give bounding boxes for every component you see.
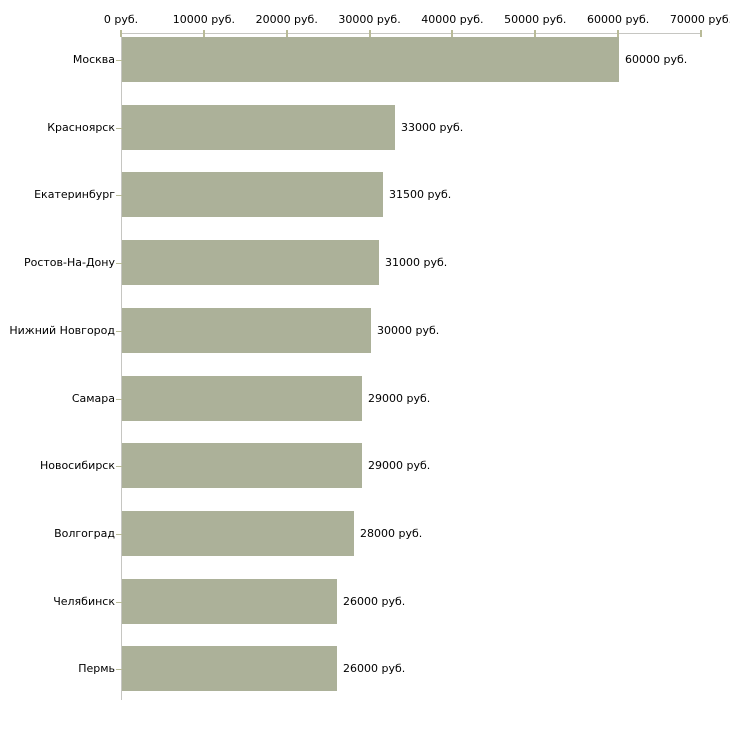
x-axis-tick: [700, 30, 702, 37]
x-axis-tick: [120, 30, 122, 37]
x-axis-tick-label: 30000 руб.: [338, 13, 401, 26]
value-label: 31500 руб.: [389, 188, 452, 201]
value-label: 33000 руб.: [401, 121, 464, 134]
bar: [122, 105, 395, 150]
y-axis-tick: [116, 534, 122, 535]
y-axis-tick: [116, 669, 122, 670]
y-axis-tick: [116, 466, 122, 467]
y-axis-tick: [116, 331, 122, 332]
x-axis-tick-label: 10000 руб.: [172, 13, 235, 26]
x-axis-tick-label: 50000 руб.: [504, 13, 567, 26]
value-label: 29000 руб.: [368, 459, 431, 472]
y-axis-tick: [116, 263, 122, 264]
category-label: Волгоград: [54, 527, 115, 540]
x-axis-tick-label: 0 руб.: [103, 13, 139, 26]
bar: [122, 579, 337, 624]
x-axis-tick-label: 60000 руб.: [587, 13, 650, 26]
value-label: 29000 руб.: [368, 392, 431, 405]
x-axis-tick-label: 40000 руб.: [421, 13, 484, 26]
category-label: Самара: [71, 392, 115, 405]
y-axis-line: [121, 33, 122, 700]
value-label: 31000 руб.: [385, 256, 448, 269]
bar: [122, 376, 362, 421]
y-axis-tick: [116, 60, 122, 61]
x-axis-tick: [617, 30, 619, 37]
value-label: 28000 руб.: [360, 527, 423, 540]
category-label: Нижний Новгород: [9, 324, 115, 337]
value-label: 26000 руб.: [343, 595, 406, 608]
category-label: Новосибирск: [39, 459, 115, 472]
x-axis-tick: [534, 30, 536, 37]
bar: [122, 443, 362, 488]
y-axis-tick: [116, 602, 122, 603]
bar: [122, 646, 337, 691]
bar: [122, 172, 383, 217]
bar: [122, 240, 379, 285]
y-axis-tick: [116, 195, 122, 196]
y-axis-tick: [116, 399, 122, 400]
x-axis-tick: [451, 30, 453, 37]
category-label: Москва: [72, 53, 115, 66]
category-label: Красноярск: [47, 121, 115, 134]
value-label: 26000 руб.: [343, 662, 406, 675]
bar: [122, 308, 371, 353]
value-label: 60000 руб.: [625, 53, 688, 66]
x-axis-tick-label: 20000 руб.: [255, 13, 318, 26]
y-axis-tick: [116, 128, 122, 129]
x-axis-tick: [286, 30, 288, 37]
category-label: Пермь: [78, 662, 115, 675]
category-label: Екатеринбург: [34, 188, 115, 201]
x-axis-tick-label: 70000 руб.: [669, 13, 730, 26]
value-label: 30000 руб.: [377, 324, 440, 337]
category-label: Ростов-На-Дону: [23, 256, 115, 269]
x-axis-line: [121, 33, 702, 34]
x-axis-tick: [369, 30, 371, 37]
bar: [122, 511, 354, 556]
category-label: Челябинск: [53, 595, 115, 608]
x-axis-tick: [203, 30, 205, 37]
bar: [122, 37, 619, 82]
